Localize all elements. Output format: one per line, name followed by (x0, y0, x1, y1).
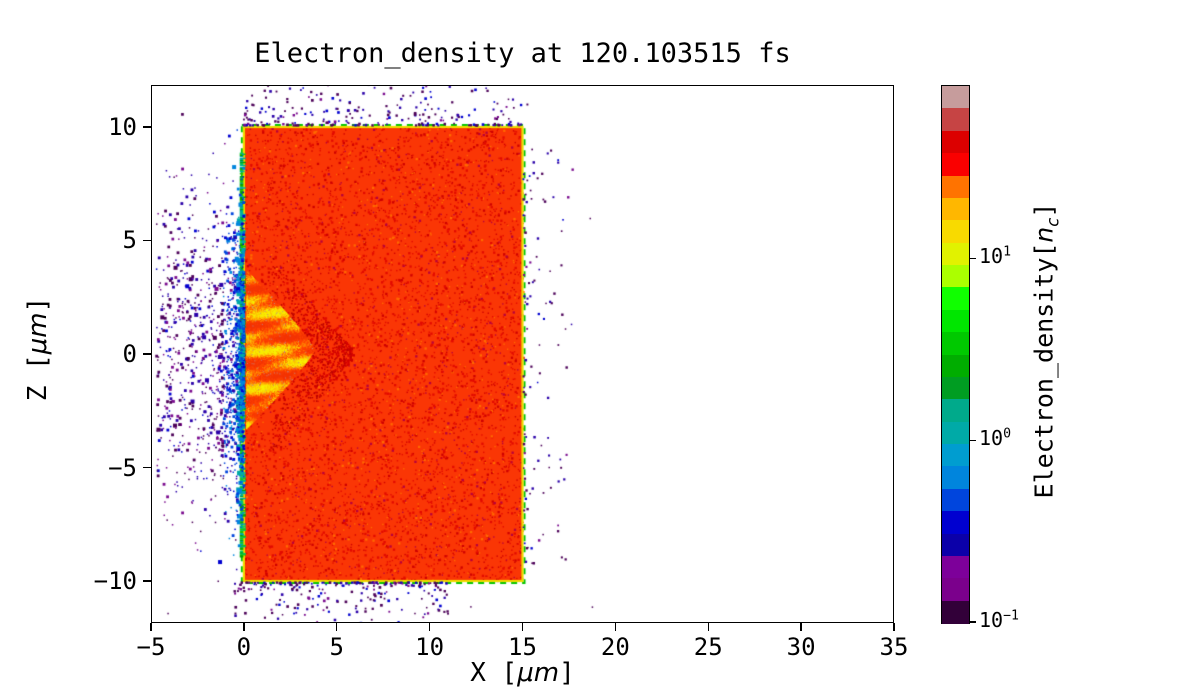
y-tick-label: −10 (93, 567, 137, 595)
colorbar-band (942, 600, 969, 624)
colorbar-band (942, 376, 969, 400)
x-tick-label: −5 (136, 633, 166, 661)
colorbar-tick-label: 10−1 (979, 608, 1019, 632)
y-tick-label: 5 (122, 226, 137, 255)
colorbar-band (942, 220, 969, 244)
x-axis-unit: μm (517, 658, 560, 688)
x-axis-label-text: X [ (470, 658, 518, 688)
x-tick-label: 35 (879, 633, 909, 661)
y-axis-label-close: ] (23, 296, 53, 313)
y-tick-mark (143, 466, 151, 469)
y-tick-label: 0 (122, 340, 137, 368)
x-tick-mark (336, 623, 338, 631)
colorbar-band (942, 578, 969, 602)
x-tick-label: 10 (415, 633, 445, 661)
x-tick-label: 20 (600, 633, 630, 661)
colorbar-tick-mark (969, 257, 976, 260)
colorbar-band (942, 466, 969, 490)
colorbar-band (942, 511, 969, 535)
x-axis-label: X [μm] (151, 658, 894, 688)
x-tick-mark (707, 623, 709, 631)
x-tick-mark (893, 623, 895, 631)
colorbar-band (942, 421, 969, 445)
y-tick-label: −5 (108, 453, 137, 482)
colorbar-tick-exponent: 1 (1003, 244, 1012, 260)
colorbar-band (942, 332, 969, 356)
colorbar-band (942, 287, 969, 311)
x-tick-mark (614, 623, 617, 631)
colorbar-band (942, 197, 969, 221)
colorbar-band (942, 354, 969, 378)
colorbar-band (942, 533, 969, 557)
colorbar-unit-sub: c (1043, 217, 1063, 227)
y-tick-mark (143, 353, 151, 355)
x-tick-mark (800, 623, 802, 631)
colorbar-tick-exponent: 0 (1003, 426, 1012, 442)
x-tick-label: 25 (693, 633, 723, 661)
y-axis-unit: μm (23, 312, 53, 355)
x-tick-label: 5 (329, 633, 344, 661)
colorbar-tick-exponent: −1 (1003, 608, 1019, 624)
x-tick-label: 0 (236, 633, 252, 661)
colorbar-tick-label: 100 (979, 426, 1012, 451)
colorbar-band (942, 309, 969, 333)
x-tick-label: 15 (508, 633, 537, 661)
y-tick-mark (143, 239, 151, 242)
x-axis-label-close: ] (559, 658, 575, 688)
y-tick-mark (143, 126, 151, 128)
density-heatmap-canvas (151, 85, 894, 623)
colorbar-band (942, 444, 969, 467)
x-tick-label: 30 (786, 633, 816, 661)
colorbar-band (942, 399, 969, 423)
x-tick-mark (428, 623, 431, 631)
colorbar-unit: n (1029, 226, 1059, 243)
colorbar-tick-mark (969, 439, 976, 441)
colorbar-band (942, 153, 969, 177)
colorbar-label-close: ] (1029, 202, 1059, 218)
colorbar-tick-label: 101 (979, 244, 1012, 269)
colorbar (941, 85, 970, 624)
colorbar-band (942, 86, 969, 109)
y-axis-label-text: Z [ (23, 354, 53, 402)
plot-title: Electron_density at 120.103515 fs (254, 38, 791, 69)
x-tick-mark (150, 623, 152, 631)
x-tick-mark (521, 623, 524, 631)
plot-area (151, 85, 894, 623)
colorbar-label-text: Electron_density[ (1029, 242, 1059, 499)
y-tick-label: 10 (108, 112, 137, 141)
x-tick-mark (243, 623, 245, 631)
colorbar-band (942, 488, 969, 512)
colorbar-tick-mark (969, 621, 976, 623)
colorbar-band (942, 265, 969, 288)
colorbar-label: Electron_density[nc] (1030, 131, 1063, 571)
colorbar-band (942, 555, 969, 579)
y-axis-label: Z [μm] (23, 199, 53, 499)
colorbar-band (942, 242, 969, 266)
y-tick-mark (143, 580, 151, 582)
colorbar-band (942, 175, 969, 199)
colorbar-band (942, 130, 969, 154)
colorbar-band (942, 108, 969, 132)
